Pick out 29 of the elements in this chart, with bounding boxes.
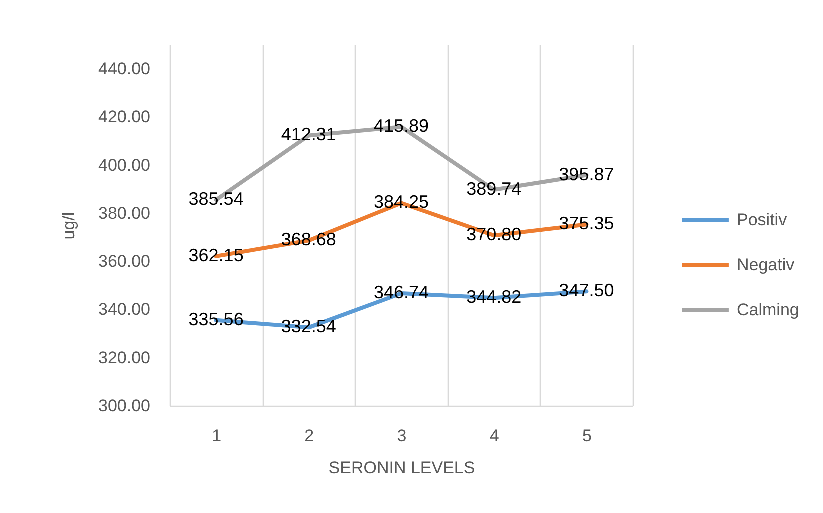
x-tick-label: 4 bbox=[490, 426, 500, 446]
y-tick-label: 440.00 bbox=[98, 60, 150, 79]
data-label: 412.31 bbox=[281, 124, 336, 145]
data-label: 344.82 bbox=[466, 287, 522, 308]
x-tick-label: 1 bbox=[212, 426, 222, 446]
y-tick-label: 400.00 bbox=[98, 156, 150, 175]
x-axis-title: SERONIN LEVELS bbox=[328, 458, 476, 478]
y-tick-label: 360.00 bbox=[98, 252, 150, 272]
data-label: 347.50 bbox=[559, 280, 614, 301]
y-tick-label: 320.00 bbox=[98, 348, 150, 368]
legend-label: Negativ bbox=[737, 255, 796, 274]
x-tick-label: 5 bbox=[582, 426, 592, 446]
data-label: 384.25 bbox=[374, 192, 430, 212]
data-label: 415.89 bbox=[374, 116, 430, 136]
y-tick-label: 300.00 bbox=[98, 396, 150, 416]
legend-label: Positiv bbox=[737, 210, 788, 230]
data-label: 335.56 bbox=[188, 309, 244, 330]
data-label: 385.54 bbox=[188, 189, 244, 210]
data-label: 395.87 bbox=[559, 164, 614, 184]
x-tick-label: 2 bbox=[304, 426, 314, 446]
x-tick-label: 3 bbox=[397, 426, 407, 446]
y-tick-label: 340.00 bbox=[98, 300, 150, 320]
y-tick-label: 380.00 bbox=[98, 204, 150, 223]
y-tick-label: 420.00 bbox=[98, 108, 150, 127]
legend-label: Calming bbox=[737, 300, 800, 320]
data-label: 389.74 bbox=[466, 179, 522, 200]
y-axis-title: ug/l bbox=[60, 212, 79, 240]
data-label: 375.35 bbox=[559, 214, 614, 234]
data-label: 362.15 bbox=[188, 245, 244, 266]
